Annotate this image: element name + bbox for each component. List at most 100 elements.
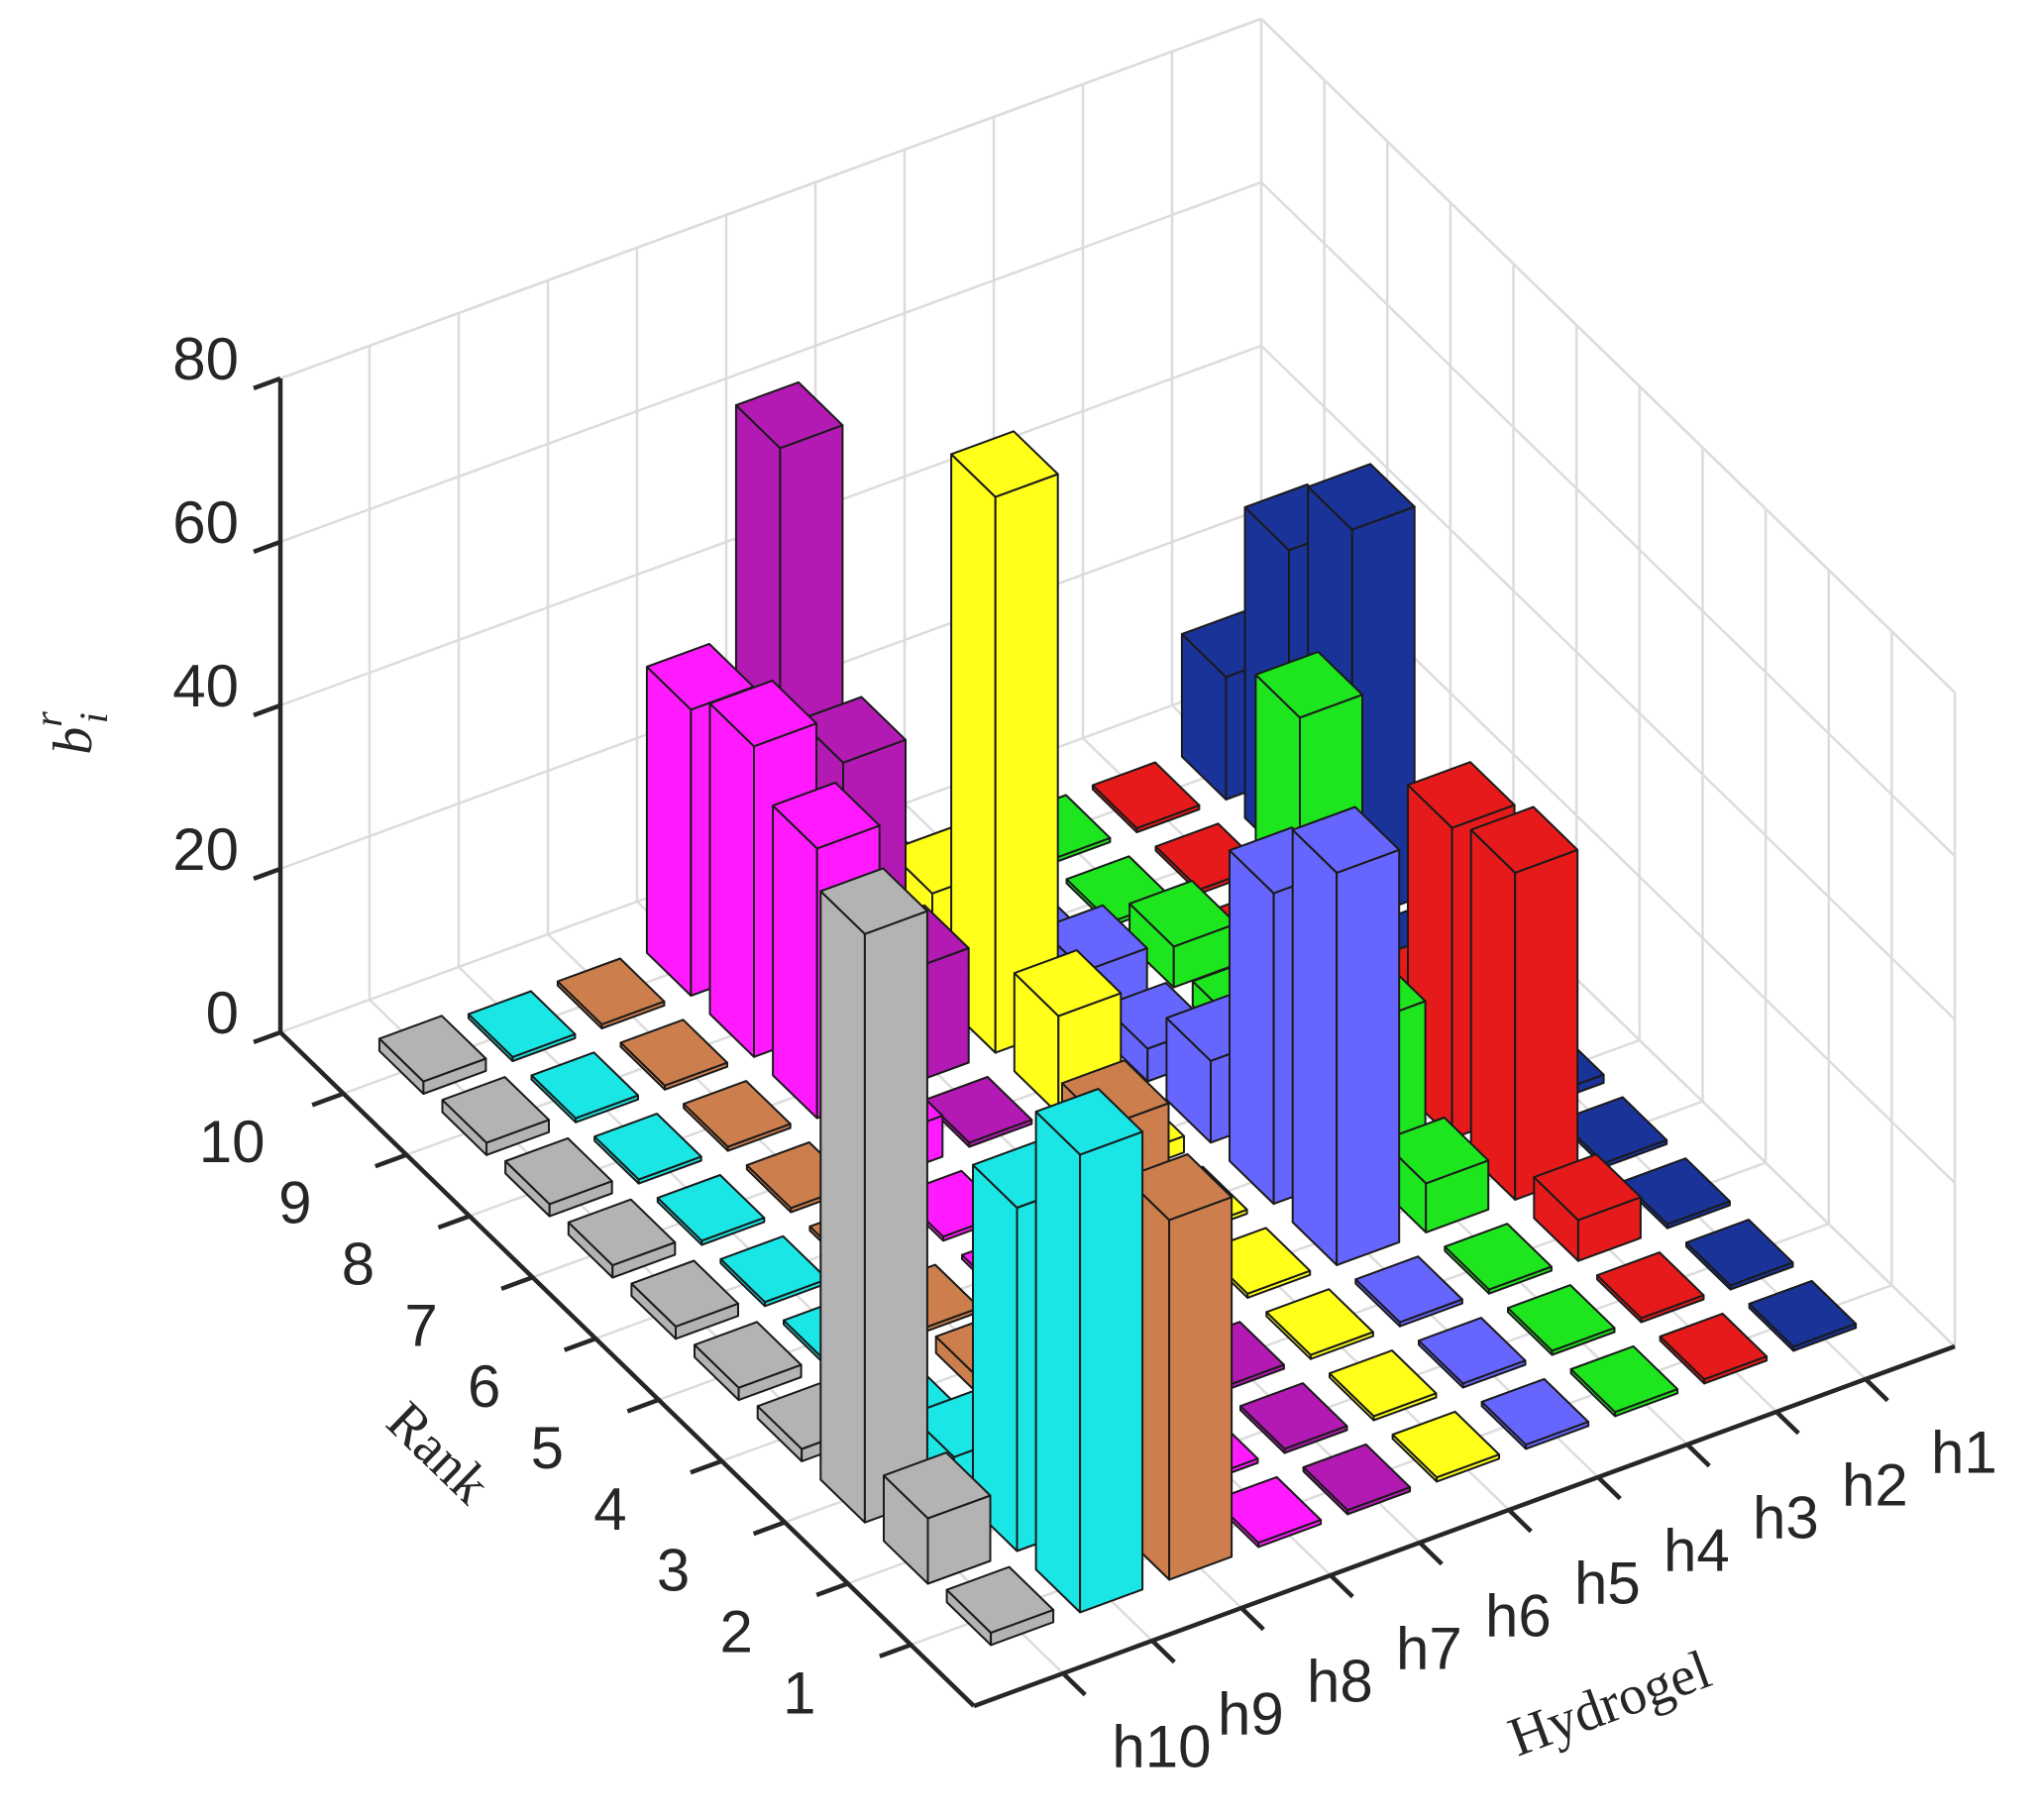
bar-top — [1354, 1255, 1463, 1324]
bar-top — [504, 1136, 613, 1206]
rank-tick — [879, 1643, 913, 1659]
bar-side — [1514, 848, 1579, 1201]
bar-top — [1307, 463, 1416, 531]
bar-top — [377, 1015, 487, 1083]
grid-line — [1260, 345, 1956, 1020]
bar-top — [567, 1198, 677, 1267]
z-label-sub: i — [71, 712, 116, 723]
bar-top — [883, 1451, 992, 1520]
bar-top — [945, 1565, 1055, 1634]
bar-top — [819, 867, 928, 935]
hydrogel-tick — [1507, 1508, 1533, 1534]
hydrogel-tick-label: h10 — [1112, 1713, 1211, 1779]
z-tick — [253, 702, 281, 718]
bar-side — [1469, 828, 1517, 1201]
z-tick — [253, 866, 281, 882]
rank-tick — [563, 1336, 596, 1352]
bar-top — [694, 1321, 803, 1389]
bar-top — [1013, 949, 1123, 1017]
hydrogel-tick-label: h5 — [1574, 1550, 1641, 1616]
bar-top — [1128, 880, 1237, 948]
rank-tick — [374, 1152, 408, 1169]
hydrogel-tick — [1150, 1639, 1176, 1664]
hydrogel-axis-label: Hydrogel — [1501, 1639, 1719, 1768]
hydrogel-tick-label: h8 — [1307, 1648, 1373, 1714]
bar-top — [1480, 1377, 1590, 1446]
bar-side — [819, 890, 866, 1524]
bar-top — [1034, 1088, 1144, 1156]
hydrogel-tick — [1596, 1475, 1622, 1501]
hydrogel-tick-label: h4 — [1664, 1517, 1730, 1583]
hydrogel-tick-label: h2 — [1842, 1451, 1908, 1518]
bar-top — [593, 1113, 702, 1181]
rank-tick-label: 7 — [404, 1292, 437, 1358]
rank-tick-label: 3 — [657, 1538, 690, 1604]
bar-top — [734, 380, 844, 450]
bar-top — [1302, 1443, 1412, 1512]
bar-side — [1336, 848, 1401, 1266]
bar-top — [1291, 805, 1401, 874]
hydrogel-tick — [1864, 1377, 1889, 1403]
rank-tick-label: 1 — [783, 1659, 815, 1726]
rank-tick — [311, 1091, 345, 1108]
bar-top — [708, 680, 817, 748]
bars — [377, 380, 1858, 1647]
bar-top — [1329, 1349, 1438, 1418]
bar-top — [772, 782, 881, 850]
z-tick — [253, 539, 281, 555]
axes — [253, 375, 1956, 1709]
rank-tick — [752, 1520, 786, 1537]
z-label-sup: r — [26, 711, 70, 727]
bar-top — [656, 1174, 766, 1242]
z-tick-label: 60 — [172, 489, 239, 556]
bar-side — [863, 910, 928, 1524]
bar-side — [1229, 849, 1275, 1206]
rank-tick — [437, 1214, 471, 1231]
rank-tick — [626, 1397, 660, 1414]
rank-tick-label: 2 — [720, 1598, 753, 1664]
bar-side — [772, 804, 818, 1120]
bar-top — [1444, 1223, 1553, 1291]
wall-edge — [279, 17, 1262, 380]
bar-top — [1418, 1317, 1527, 1385]
bar-top — [467, 990, 577, 1058]
hydrogel-tick-label: h3 — [1753, 1484, 1819, 1551]
rank-tick — [500, 1275, 534, 1291]
bar-side — [1079, 1130, 1144, 1614]
z-tick-label: 0 — [206, 980, 239, 1046]
bar-top — [1596, 1251, 1705, 1320]
bar-top — [719, 1234, 828, 1304]
rank-tick-label: 10 — [199, 1109, 266, 1175]
hydrogel-tick — [1685, 1443, 1711, 1468]
bar-side — [1034, 1111, 1082, 1614]
bar-top — [441, 1076, 550, 1144]
bar-side — [1291, 828, 1339, 1266]
rank-axis — [278, 1030, 976, 1708]
rank-tick-label: 5 — [531, 1415, 564, 1481]
bar-top — [1407, 761, 1516, 829]
rank-tick-label: 9 — [278, 1170, 311, 1236]
hydrogel-tick-label: h6 — [1485, 1582, 1552, 1649]
bar-top — [1748, 1279, 1858, 1348]
bar-top — [1391, 1410, 1501, 1479]
hydrogel-tick — [1239, 1606, 1265, 1632]
bar-top — [1091, 761, 1201, 829]
z-tick — [253, 1029, 281, 1045]
hydrogel-tick — [1061, 1671, 1087, 1697]
bar-top — [1507, 1284, 1616, 1352]
z-tick — [253, 375, 281, 391]
z-axis-label: bri — [26, 711, 116, 755]
bar-top — [1239, 1382, 1348, 1450]
bar-top — [1254, 650, 1363, 719]
z-tick-label: 80 — [172, 326, 239, 392]
bar-top — [619, 1018, 728, 1087]
bar-top — [630, 1259, 739, 1328]
z-tick-label: 20 — [172, 816, 239, 883]
hydrogel-tick-label: h9 — [1218, 1680, 1284, 1747]
hydrogel-axis — [973, 1343, 1956, 1709]
bar-top — [1569, 1344, 1679, 1414]
z-label-base: b — [43, 727, 104, 755]
bar-top — [556, 957, 666, 1025]
bar-side — [1168, 1196, 1234, 1581]
rank-tick-label: 4 — [593, 1476, 626, 1543]
